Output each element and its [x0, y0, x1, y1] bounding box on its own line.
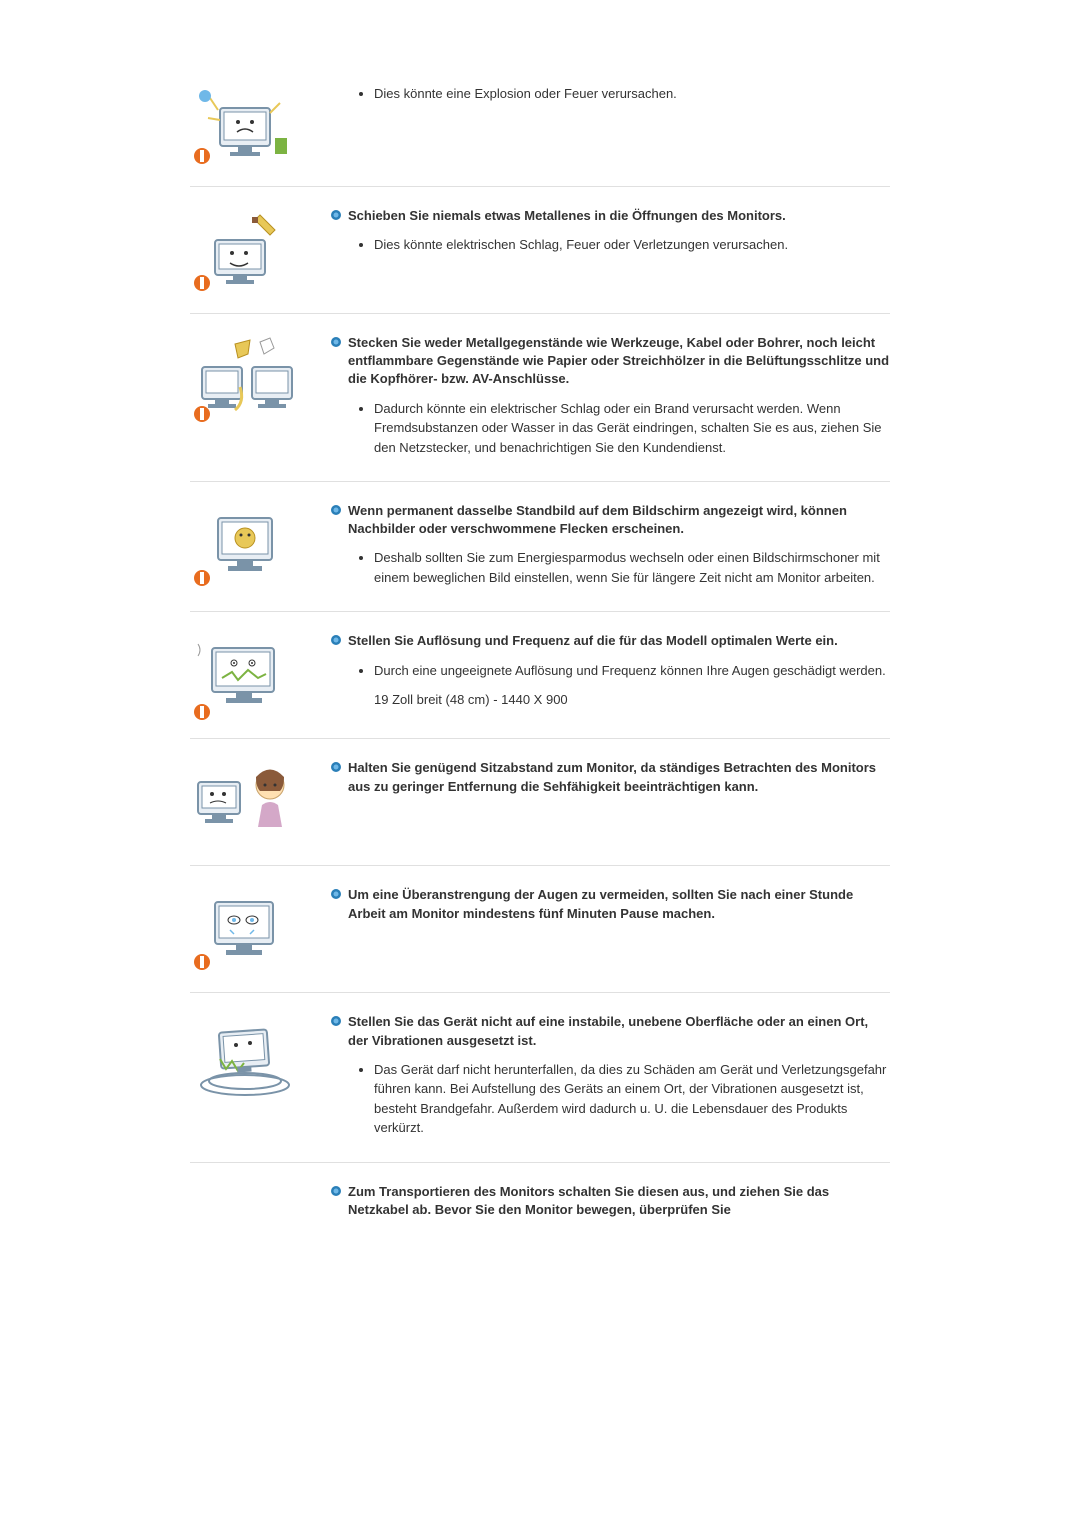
heading-row: Wenn permanent dasselbe Standbild auf de…: [330, 502, 890, 538]
section-static-image: Wenn permanent dasselbe Standbild auf de…: [190, 482, 890, 612]
heading-text: Wenn permanent dasselbe Standbild auf de…: [348, 502, 890, 538]
heading-row: Stellen Sie das Gerät nicht auf eine ins…: [330, 1013, 890, 1049]
section-explosion: Dies könnte eine Explosion oder Feuer ve…: [190, 60, 890, 187]
illustration-unstable: [190, 1011, 330, 1143]
list-item: Dies könnte elektrischen Schlag, Feuer o…: [374, 235, 890, 255]
illustration-no-insert: [190, 332, 330, 463]
illustration-distance: [190, 757, 330, 847]
section-distance: Halten Sie genügend Sitzabstand zum Moni…: [190, 739, 890, 866]
resolution-spec: 19 Zoll breit (48 cm) - 1440 X 900: [330, 690, 890, 710]
body-list: Dies könnte eine Explosion oder Feuer ve…: [330, 84, 890, 104]
heading-row: Schieben Sie niemals etwas Metallenes in…: [330, 207, 890, 225]
illustration-resolution: [190, 630, 330, 720]
list-item: Das Gerät darf nicht herunterfallen, da …: [374, 1060, 890, 1138]
heading-text: Schieben Sie niemals etwas Metallenes in…: [348, 207, 786, 225]
illustration-metal-openings: [190, 205, 330, 295]
heading-text: Stecken Sie weder Metallgegenstände wie …: [348, 334, 890, 389]
body-list: Das Gerät darf nicht herunterfallen, da …: [330, 1060, 890, 1138]
section-metal-openings: Schieben Sie niemals etwas Metallenes in…: [190, 187, 890, 314]
list-item: Durch eine ungeeignete Auflösung und Fre…: [374, 661, 890, 681]
heading-row: Zum Transportieren des Monitors schalten…: [330, 1183, 890, 1219]
body-list: Durch eine ungeeignete Auflösung und Fre…: [330, 661, 890, 681]
list-item: Dies könnte eine Explosion oder Feuer ve…: [374, 84, 890, 104]
heading-row: Um eine Überanstrengung der Augen zu ver…: [330, 886, 890, 922]
heading-row: Stellen Sie Auflösung und Frequenz auf d…: [330, 632, 890, 650]
body-list: Deshalb sollten Sie zum Energiesparmodus…: [330, 548, 890, 587]
bullet-icon: [330, 634, 342, 646]
section-transport: Zum Transportieren des Monitors schalten…: [190, 1163, 890, 1247]
heading-text: Zum Transportieren des Monitors schalten…: [348, 1183, 890, 1219]
safety-instructions-page: Dies könnte eine Explosion oder Feuer ve…: [150, 0, 930, 1267]
heading-text: Halten Sie genügend Sitzabstand zum Moni…: [348, 759, 890, 795]
section-no-insert-objects: Stecken Sie weder Metallgegenstände wie …: [190, 314, 890, 482]
bullet-icon: [330, 336, 342, 348]
heading-row: Stecken Sie weder Metallgegenstände wie …: [330, 334, 890, 389]
list-item: Dadurch könnte ein elektrischer Schlag o…: [374, 399, 890, 458]
bullet-icon: [330, 209, 342, 221]
illustration-explosion: [190, 78, 330, 168]
body-list: Dadurch könnte ein elektrischer Schlag o…: [330, 399, 890, 458]
bullet-icon: [330, 504, 342, 516]
section-unstable-surface: Stellen Sie das Gerät nicht auf eine ins…: [190, 993, 890, 1162]
bullet-icon: [330, 761, 342, 773]
list-item: Deshalb sollten Sie zum Energiesparmodus…: [374, 548, 890, 587]
heading-text: Stellen Sie das Gerät nicht auf eine ins…: [348, 1013, 890, 1049]
bullet-icon: [330, 888, 342, 900]
heading-text: Um eine Überanstrengung der Augen zu ver…: [348, 886, 890, 922]
heading-text: Stellen Sie Auflösung und Frequenz auf d…: [348, 632, 838, 650]
bullet-icon: [330, 1015, 342, 1027]
illustration-placeholder: [190, 1181, 330, 1229]
illustration-eye-strain: [190, 884, 330, 974]
section-eye-strain: Um eine Überanstrengung der Augen zu ver…: [190, 866, 890, 993]
heading-row: Halten Sie genügend Sitzabstand zum Moni…: [330, 759, 890, 795]
body-list: Dies könnte elektrischen Schlag, Feuer o…: [330, 235, 890, 255]
bullet-icon: [330, 1185, 342, 1197]
illustration-static-image: [190, 500, 330, 593]
section-resolution: Stellen Sie Auflösung und Frequenz auf d…: [190, 612, 890, 739]
